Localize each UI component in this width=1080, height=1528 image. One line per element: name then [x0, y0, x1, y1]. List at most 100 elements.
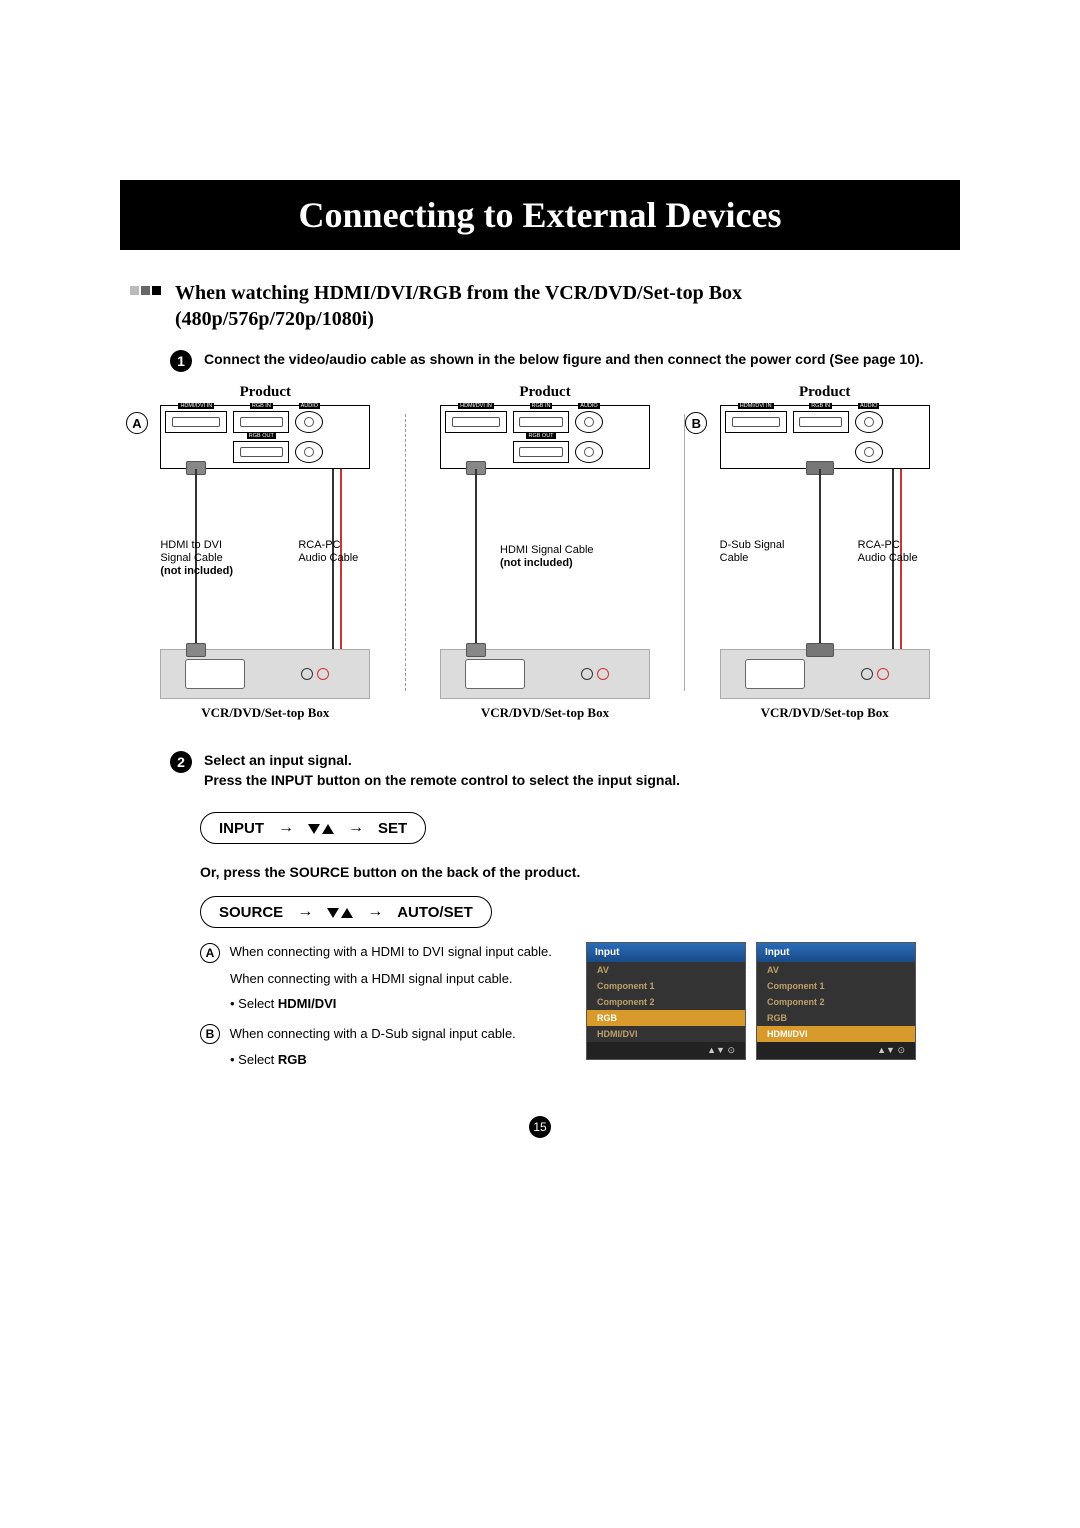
sel-a-l1: When connecting with a HDMI to DVI signa… — [230, 944, 552, 959]
product-port-panel-b: HDMI/DVI IN RGB IN AUDIO — [720, 405, 930, 469]
hdmi-cable — [475, 469, 477, 649]
badge-a: A — [126, 412, 148, 434]
diagram-col-a: A Product HDMI/DVI IN RGB IN AUDIO RGB O… — [130, 384, 401, 721]
cable-area-b: D-Sub Signal Cable RCA-PC Audio Cable — [720, 469, 930, 649]
sel-a-l3: • Select HDMI/DVI — [230, 994, 560, 1014]
port-rgb-out-a: RGB OUT — [233, 441, 289, 463]
divider-dashed — [405, 414, 406, 691]
port-hdmi-a: HDMI/DVI IN — [165, 411, 227, 433]
manual-page: Connecting to External Devices When watc… — [0, 0, 1080, 1528]
divider-solid — [684, 414, 685, 691]
arrow-icon: → — [348, 819, 364, 837]
device-hdmi-port — [465, 659, 525, 689]
arrow-icon: → — [297, 903, 313, 921]
up-down-icon — [327, 906, 353, 918]
select-text: A When connecting with a HDMI to DVI sig… — [200, 942, 560, 1076]
cap-hdmi: HDMI Signal Cable (not included) — [500, 544, 620, 570]
step-2-text: Select an input signal. Press the INPUT … — [204, 751, 680, 790]
cap-rca-pc-a: RCA-PC Audio Cable — [298, 539, 378, 565]
osd-item: HDMI/DVI — [587, 1026, 745, 1042]
subtitle-line2: (480p/576p/720p/1080i) — [175, 306, 742, 332]
device-audio-mid — [565, 659, 625, 689]
bullet-squares — [130, 286, 161, 295]
step-2-badge: 2 — [170, 751, 192, 773]
product-label-mid: Product — [519, 384, 570, 401]
pill-source-label: SOURCE — [219, 904, 283, 921]
port-spacer — [725, 441, 787, 463]
port-spacer — [445, 441, 507, 463]
osd-item: HDMI/DVI — [757, 1026, 915, 1042]
osd-footer-left: ▲▼ ⊙ — [587, 1042, 745, 1059]
port-audio-a: AUDIO — [295, 411, 323, 433]
page-number: 15 — [529, 1116, 551, 1138]
port-rgb-out-mid: RGB OUT — [513, 441, 569, 463]
port-spacer — [165, 441, 227, 463]
cap-rca-pc-b: RCA-PC Audio Cable — [858, 539, 938, 565]
device-caption-b: VCR/DVD/Set-top Box — [761, 705, 889, 721]
product-label-b: Product — [799, 384, 850, 401]
osd-item: Component 2 — [587, 994, 745, 1010]
osd-menu-right: Input AVComponent 1Component 2RGBHDMI/DV… — [756, 942, 916, 1060]
product-port-panel-a: HDMI/DVI IN RGB IN AUDIO RGB OUT — [160, 405, 370, 469]
cable-area-a: HDMI to DVI Signal Cable (not included) … — [160, 469, 370, 649]
port-audio-b: AUDIO — [855, 411, 883, 433]
subtitle-line1: When watching HDMI/DVI/RGB from the VCR/… — [175, 280, 742, 306]
inline-badge-a: A — [200, 943, 220, 963]
osd-pair: Input AVComponent 1Component 2RGBHDMI/DV… — [586, 942, 916, 1060]
device-dvi-port-a — [185, 659, 245, 689]
arrow-icon: → — [367, 903, 383, 921]
port-audio-jack-b — [855, 441, 883, 463]
osd-item: Component 1 — [757, 978, 915, 994]
device-audio-b — [845, 659, 905, 689]
diagram-col-b: B Product HDMI/DVI IN RGB IN AUDIO — [689, 384, 960, 721]
osd-items-left: AVComponent 1Component 2RGBHDMI/DVI — [587, 962, 745, 1042]
port-rgb-in-b: RGB IN — [793, 411, 849, 433]
port-rgb-in-a: RGB IN — [233, 411, 289, 433]
subtitle-row: When watching HDMI/DVI/RGB from the VCR/… — [120, 280, 960, 332]
arrow-icon: → — [278, 819, 294, 837]
device-caption-mid: VCR/DVD/Set-top Box — [481, 705, 609, 721]
pill-input-label: INPUT — [219, 820, 264, 837]
port-audio-jack-mid — [575, 441, 603, 463]
osd-item: Component 2 — [757, 994, 915, 1010]
osd-item: RGB — [587, 1010, 745, 1026]
osd-item: AV — [757, 962, 915, 978]
pill-input-set: INPUT → → SET — [200, 812, 426, 844]
cable-area-mid: HDMI Signal Cable (not included) — [440, 469, 650, 649]
step-1: 1 Connect the video/audio cable as shown… — [170, 350, 960, 372]
port-hdmi-mid: HDMI/DVI IN — [445, 411, 507, 433]
port-hdmi-b: HDMI/DVI IN — [725, 411, 787, 433]
osd-item: AV — [587, 962, 745, 978]
cap-dsub: D-Sub Signal Cable — [720, 539, 810, 565]
pill-set-label: SET — [378, 820, 407, 837]
inline-badge-b: B — [200, 1024, 220, 1044]
port-audio-jack-a — [295, 441, 323, 463]
osd-menu-left: Input AVComponent 1Component 2RGBHDMI/DV… — [586, 942, 746, 1060]
product-label-a: Product — [240, 384, 291, 401]
port-audio-mid: AUDIO — [575, 411, 603, 433]
osd-item: RGB — [757, 1010, 915, 1026]
product-port-panel-mid: HDMI/DVI IN RGB IN AUDIO RGB OUT — [440, 405, 650, 469]
sel-b-l2: • Select RGB — [230, 1050, 560, 1070]
sel-a-l2: When connecting with a HDMI signal input… — [230, 969, 560, 989]
osd-items-right: AVComponent 1Component 2RGBHDMI/DVI — [757, 962, 915, 1042]
connection-diagrams: A Product HDMI/DVI IN RGB IN AUDIO RGB O… — [130, 384, 960, 721]
device-caption-a: VCR/DVD/Set-top Box — [201, 705, 329, 721]
osd-header-left: Input — [587, 943, 745, 962]
instr-source: Or, press the SOURCE button on the back … — [200, 864, 960, 880]
pill-source-autoset: SOURCE → → AUTO/SET — [200, 896, 492, 928]
diagram-col-mid: Product HDMI/DVI IN RGB IN AUDIO RGB OUT — [410, 384, 681, 721]
osd-header-right: Input — [757, 943, 915, 962]
step-2: 2 Select an input signal. Press the INPU… — [170, 751, 960, 790]
pill-autoset-label: AUTO/SET — [397, 904, 473, 921]
select-block: A When connecting with a HDMI to DVI sig… — [200, 942, 960, 1076]
port-rgb-in-mid: RGB IN — [513, 411, 569, 433]
dsub-cable — [819, 469, 821, 649]
cap-hdmi-dvi: HDMI to DVI Signal Cable (not included) — [160, 539, 260, 579]
page-title: Connecting to External Devices — [120, 180, 960, 250]
osd-item: Component 1 — [587, 978, 745, 994]
sel-b-l1: When connecting with a D-Sub signal inpu… — [230, 1026, 516, 1041]
step-1-text: Connect the video/audio cable as shown i… — [204, 350, 924, 370]
osd-footer-right: ▲▼ ⊙ — [757, 1042, 915, 1059]
device-dsub-port — [745, 659, 805, 689]
